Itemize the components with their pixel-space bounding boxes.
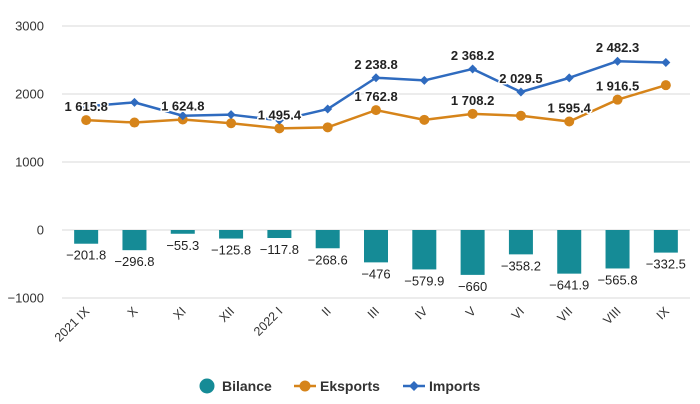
point-eksports: [322, 122, 333, 133]
legend-label-eksports: Eksports: [320, 378, 380, 394]
bar-bilance: [508, 230, 533, 255]
bar-bilance: [412, 230, 437, 270]
x-tick-label: 2021 IX: [52, 304, 93, 345]
point-eksports: [612, 94, 623, 105]
legend-label-bilance: Bilance: [222, 378, 272, 394]
point-eksports: [226, 118, 237, 129]
x-tick-label: VIII: [600, 304, 623, 327]
bar-bilance: [219, 230, 244, 239]
legend-item-eksports: Eksports: [294, 378, 380, 394]
x-tick-label: VII: [555, 304, 576, 325]
point-imports: [178, 111, 188, 121]
point-imports: [564, 73, 574, 83]
point-eksports: [274, 123, 285, 134]
point-imports: [613, 56, 623, 66]
bar-bilance: [315, 230, 340, 249]
data-label-eksports: 1 595.4: [548, 101, 592, 116]
data-label-imports: 2 238.8: [354, 57, 397, 72]
data-label-bilance: −117.8: [260, 242, 299, 257]
x-tick-label: 2022 I: [251, 304, 285, 338]
legend: Bilance Eksports Imports: [199, 378, 481, 394]
data-label-bilance: −660: [458, 279, 487, 294]
point-imports: [129, 97, 139, 107]
legend-swatch-bilance: [199, 378, 215, 394]
x-tick-label: XII: [216, 304, 237, 325]
data-label-bilance: −268.6: [308, 252, 348, 267]
point-imports: [226, 110, 236, 120]
data-label-bilance: −55.3: [166, 238, 199, 253]
data-label-eksports: 1 708.2: [451, 93, 494, 108]
x-tick-label: XI: [171, 304, 189, 322]
point-imports: [81, 101, 91, 111]
legend-marker-imports: [409, 381, 419, 391]
point-eksports: [129, 117, 140, 128]
bilance-bars: [74, 230, 678, 275]
x-tick-label: X: [125, 304, 141, 320]
point-imports: [516, 87, 526, 97]
series-lines: [81, 56, 671, 134]
point-imports: [419, 75, 429, 85]
y-axis: −1000 0 1000 2000 3000: [7, 19, 44, 306]
data-labels: 1 615.8 1 624.8 1 495.4 1 762.8 1 708.2 1 595…: [63, 39, 687, 296]
bar-bilance: [267, 230, 292, 239]
point-imports: [468, 64, 478, 74]
y-tick-label: −1000: [7, 291, 44, 306]
x-axis: 2021 IX X XI XII 2022 I II III IV V VI VII VIII IX: [52, 304, 673, 345]
data-label-bilance: −125.8: [211, 243, 251, 258]
point-eksports: [419, 114, 430, 125]
bar-bilance: [653, 230, 678, 253]
legend-label-imports: Imports: [429, 378, 481, 394]
x-tick-label: V: [463, 304, 479, 320]
bar-bilance: [122, 230, 147, 251]
data-label-bilance: −332.5: [646, 257, 686, 272]
data-label-bilance: −201.8: [66, 248, 106, 263]
point-eksports: [660, 80, 671, 91]
bar-bilance: [557, 230, 582, 274]
data-label-bilance: −641.9: [549, 278, 589, 293]
data-label-imports: 2 368.2: [451, 48, 494, 63]
x-tick-label: IX: [654, 304, 673, 323]
bar-bilance: [460, 230, 485, 275]
data-label-eksports: 1 762.8: [354, 89, 397, 104]
bar-bilance: [74, 230, 99, 244]
x-tick-label: IV: [412, 304, 431, 323]
point-eksports: [371, 105, 381, 116]
y-tick-label: 3000: [15, 19, 44, 34]
bar-bilance: [170, 230, 195, 234]
data-label-imports: 2 029.5: [499, 71, 542, 86]
point-eksports: [467, 108, 478, 119]
data-label-bilance: −476: [361, 266, 390, 281]
bar-bilance: [364, 230, 388, 263]
x-tick-label: II: [319, 304, 334, 319]
y-tick-label: 2000: [15, 87, 44, 102]
data-label-bilance: −565.8: [597, 272, 637, 287]
legend-marker-eksports: [299, 380, 311, 392]
point-eksports: [515, 110, 526, 121]
x-tick-label: III: [365, 304, 382, 321]
point-eksports: [564, 116, 575, 127]
x-tick-label: VI: [509, 304, 527, 322]
data-label-bilance: −296.8: [114, 254, 154, 269]
point-eksports: [81, 115, 92, 126]
point-imports: [274, 115, 284, 125]
data-label-imports: 2 482.3: [596, 40, 639, 55]
legend-item-imports: Imports: [403, 378, 481, 394]
data-label-bilance: −358.2: [501, 258, 541, 273]
bar-bilance: [605, 230, 630, 269]
legend-item-bilance: Bilance: [199, 378, 272, 394]
data-label-eksports: 1 624.8: [161, 99, 204, 114]
data-label-eksports: 1 916.5: [596, 79, 639, 94]
point-imports: [371, 73, 381, 83]
data-label-bilance: −579.9: [404, 273, 444, 288]
gridlines: [62, 25, 690, 299]
data-label-eksports: 1 615.8: [64, 99, 107, 114]
point-imports: [661, 58, 671, 68]
data-label-eksports: 1 495.4: [258, 107, 302, 122]
point-imports: [323, 104, 333, 114]
y-tick-label: 0: [37, 223, 44, 238]
y-tick-label: 1000: [15, 155, 44, 170]
